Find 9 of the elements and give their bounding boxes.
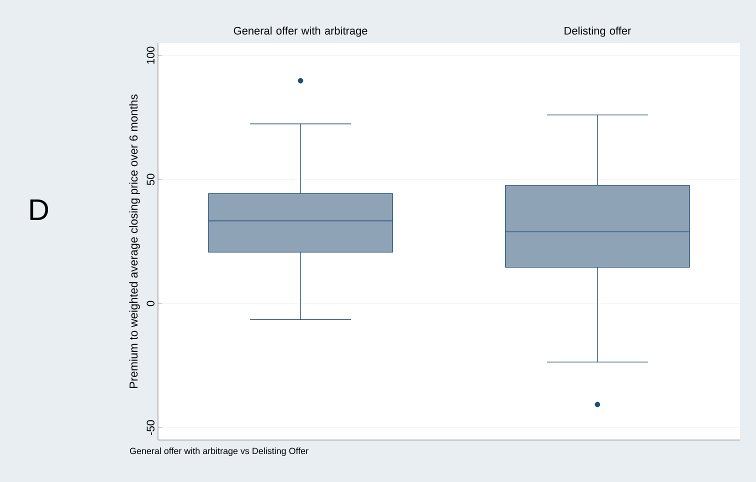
y-tick-label: 100 — [146, 46, 154, 64]
x-tick-label: Delisting offer — [564, 26, 631, 37]
y-tick-label: -50 — [146, 420, 154, 436]
y-axis-title: Premium to weighted average closing price over 6 months — [129, 94, 140, 388]
text: D — [30, 199, 48, 220]
x-axis-title: General offer with arbitrage vs Delisting Offer — [130, 448, 308, 456]
x-tick-label: General offer with arbitrage — [234, 26, 368, 37]
y-tick-label: 0 — [146, 300, 154, 306]
y-tick-label: 50 — [146, 174, 154, 186]
